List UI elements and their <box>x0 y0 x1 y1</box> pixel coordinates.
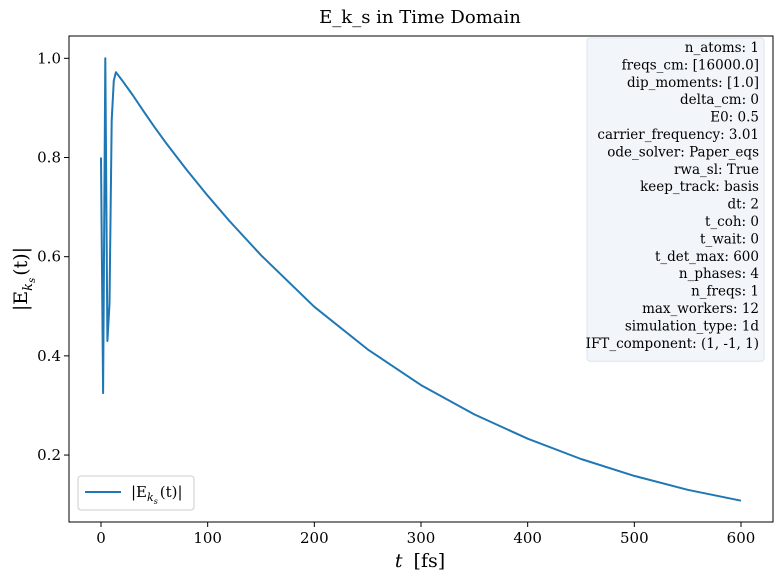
parameters-box-background <box>586 37 765 362</box>
y-axis-label-main: |E <box>10 291 32 311</box>
x-tick-label: 300 <box>407 529 436 547</box>
parameter-line: t_coh: 0 <box>705 214 759 230</box>
y-tick-label: 0.4 <box>37 347 61 365</box>
parameter-line: simulation_type: 1d <box>625 318 760 334</box>
legend-label-subsub: s <box>154 497 158 506</box>
series-line <box>100 57 742 502</box>
legend: |Eks(t)| <box>77 475 195 511</box>
y-tick-label: 0.2 <box>37 446 61 464</box>
parameter-line: keep_track: basis <box>640 179 759 195</box>
legend-label: |Eks(t)| <box>131 483 183 506</box>
chart-title: E_k_s in Time Domain <box>319 7 521 28</box>
parameter-line: IFT_component: (1, -1, 1) <box>586 336 759 352</box>
y-axis-label-sub: k <box>21 283 36 291</box>
y-axis-label-subsub: s <box>27 278 38 283</box>
parameter-line: delta_cm: 0 <box>680 92 759 108</box>
x-tick-label: 500 <box>620 529 649 547</box>
parameter-line: E0: 0.5 <box>710 110 759 126</box>
parameter-line: carrier_frequency: 3.01 <box>597 127 759 143</box>
parameter-line: t_det_max: 600 <box>655 249 759 265</box>
y-tick-label: 1.0 <box>37 49 61 67</box>
x-axis-variable: t <box>395 550 403 572</box>
y-axis-label-group: |Eks (t)| <box>10 247 38 311</box>
parameter-line: n_freqs: 1 <box>691 284 759 300</box>
x-tick-label: 100 <box>193 529 222 547</box>
parameter-line: dt: 2 <box>728 197 760 213</box>
x-tick-label: 200 <box>300 529 329 547</box>
parameter-line: n_phases: 4 <box>679 266 759 282</box>
parameter-line: t_wait: 0 <box>700 231 759 247</box>
x-axis-label: t [fs] <box>395 550 445 572</box>
parameter-line: freqs_cm: [16000.0] <box>622 57 759 73</box>
parameter-line: rwa_sl: True <box>674 162 759 178</box>
parameter-line: dip_moments: [1.0] <box>627 75 759 91</box>
parameter-line: n_atoms: 1 <box>685 40 759 56</box>
legend-label-main: |E <box>131 483 147 501</box>
legend-box <box>77 475 195 511</box>
y-axis-label: |Eks (t)| <box>10 247 38 311</box>
x-axis-unit: [fs] <box>414 550 446 572</box>
parameter-line: ode_solver: Paper_eqs <box>607 144 759 160</box>
legend-label-tail: (t)| <box>160 483 183 501</box>
y-axis-label-tail: (t)| <box>10 247 32 276</box>
y-tick-label: 0.8 <box>37 149 61 167</box>
legend-label-sub: k <box>147 491 154 504</box>
y-tick-label: 0.6 <box>37 248 61 266</box>
plot-area: 0 100 200 300 400 500 600 0.2 0.4 0.6 0.8 1.0 <box>37 35 774 547</box>
x-tick-label: 0 <box>96 529 106 547</box>
parameter-line: max_workers: 12 <box>642 301 759 317</box>
x-tick-label: 600 <box>727 529 756 547</box>
plot-frame <box>68 35 774 523</box>
x-tick-label: 400 <box>513 529 542 547</box>
